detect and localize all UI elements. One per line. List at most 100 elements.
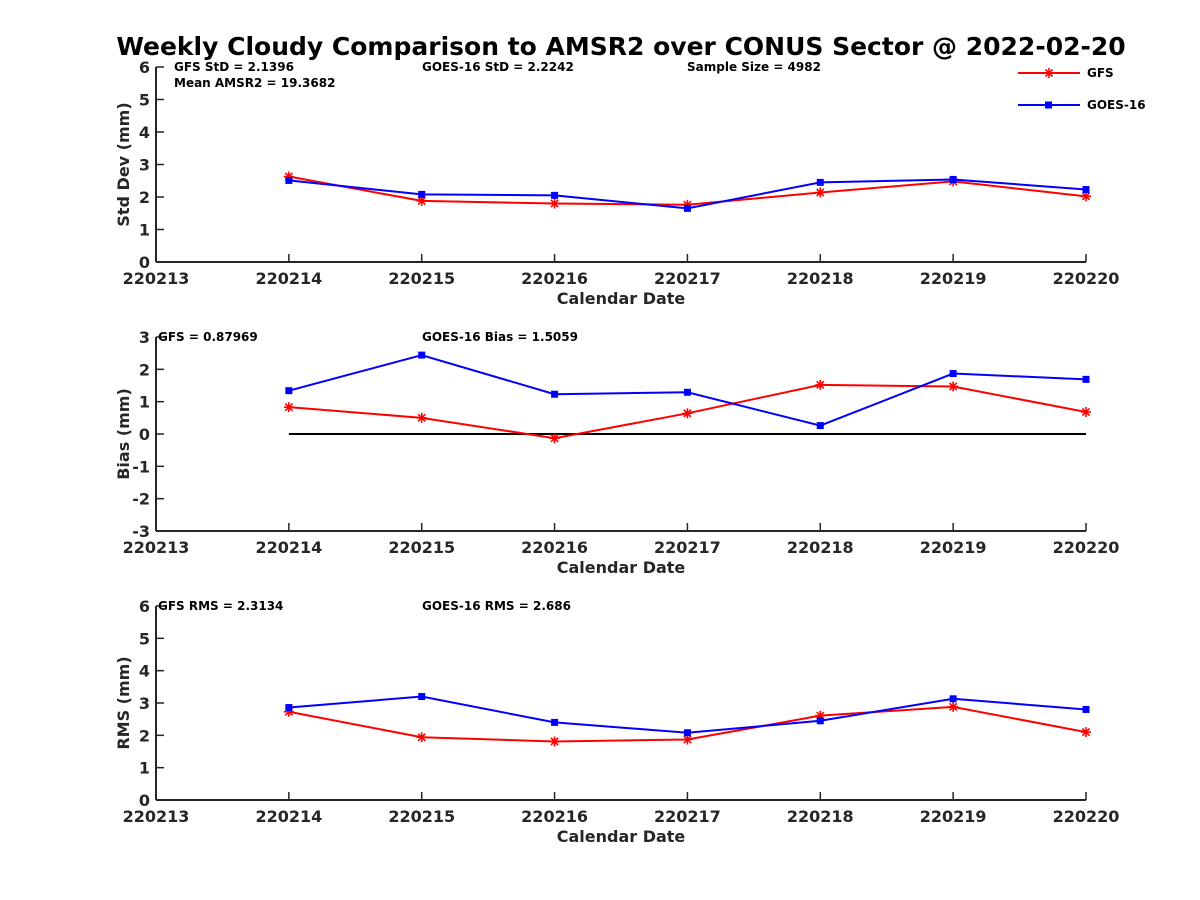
data-point xyxy=(549,736,560,747)
data-point xyxy=(815,187,826,198)
data-point xyxy=(1082,186,1090,194)
x-tick-label: 220215 xyxy=(388,538,455,557)
x-tick-label: 220220 xyxy=(1053,538,1120,557)
x-tick-label: 220217 xyxy=(654,807,721,826)
y-tick-label: 0 xyxy=(139,425,150,444)
y-tick-label: 0 xyxy=(139,253,150,272)
x-tick-label: 220214 xyxy=(255,538,322,557)
data-point xyxy=(683,388,691,396)
y-tick-label: 1 xyxy=(139,759,150,778)
x-tick-label: 220219 xyxy=(920,538,987,557)
stat-annotation: GFS = 0.87969 xyxy=(158,330,258,344)
y-tick-label: 6 xyxy=(139,597,150,616)
y-tick-label: -3 xyxy=(132,522,150,541)
data-point xyxy=(1082,705,1090,713)
y-axis-label: Bias (mm) xyxy=(114,388,133,480)
y-tick-label: 3 xyxy=(139,156,150,175)
data-point xyxy=(418,351,426,359)
data-point xyxy=(551,191,559,199)
data-point xyxy=(949,695,957,703)
y-tick-label: 6 xyxy=(139,58,150,77)
data-point xyxy=(551,390,559,398)
y-tick-label: 2 xyxy=(139,360,150,379)
y-axis-label: RMS (mm) xyxy=(114,656,133,749)
legend: GFS GOES-16 xyxy=(1018,66,1146,112)
x-tick-label: 220213 xyxy=(123,538,190,557)
stat-annotation: GOES-16 RMS = 2.686 xyxy=(422,599,571,613)
data-point xyxy=(285,704,293,712)
panel-rms: 0 1 2 3 4 5 6 220213 220214 220215 220216 220217 220… xyxy=(114,597,1119,846)
y-tick-label: 1 xyxy=(139,393,150,412)
y-tick-label: 5 xyxy=(139,629,150,648)
data-point xyxy=(416,412,427,423)
data-point xyxy=(1082,375,1090,383)
stat-annotation: Sample Size = 4982 xyxy=(687,60,821,74)
x-tick-label: 220217 xyxy=(654,269,721,288)
x-tick-label: 220219 xyxy=(920,269,987,288)
data-point xyxy=(418,190,426,198)
data-point xyxy=(948,701,959,712)
data-point xyxy=(815,379,826,390)
legend-goes16-label: GOES-16 xyxy=(1087,98,1146,112)
x-tick-label: 220218 xyxy=(787,269,854,288)
data-point xyxy=(549,433,560,444)
x-tick-label: 220217 xyxy=(654,538,721,557)
data-point xyxy=(816,717,824,725)
data-point xyxy=(1081,407,1091,418)
y-tick-label: 3 xyxy=(139,328,150,347)
y-tick-label: 4 xyxy=(139,123,150,142)
x-tick-label: 220213 xyxy=(123,807,190,826)
data-point xyxy=(683,204,691,212)
y-tick-label: -2 xyxy=(132,490,150,509)
x-axis-label: Calendar Date xyxy=(557,827,686,846)
legend-gfs-marker xyxy=(1044,68,1054,78)
data-point xyxy=(682,408,693,419)
x-tick-label: 220215 xyxy=(388,269,455,288)
data-point xyxy=(683,729,691,737)
data-point xyxy=(418,693,426,701)
data-point xyxy=(551,718,559,726)
y-tick-label: 3 xyxy=(139,694,150,713)
data-point xyxy=(549,198,560,209)
data-point xyxy=(1081,727,1091,738)
data-point xyxy=(948,381,959,392)
y-tick-label: 5 xyxy=(139,91,150,110)
x-tick-label: 220215 xyxy=(388,807,455,826)
series-goes-16 xyxy=(285,175,1090,212)
stat-annotation: GFS StD = 2.1396 xyxy=(174,60,294,74)
data-point xyxy=(949,370,957,378)
y-tick-label: 2 xyxy=(139,188,150,207)
x-tick-label: 220216 xyxy=(521,269,588,288)
data-point xyxy=(285,387,293,395)
legend-gfs-label: GFS xyxy=(1087,66,1114,80)
x-tick-label: 220214 xyxy=(255,269,322,288)
data-point xyxy=(283,402,294,413)
chart-title: Weekly Cloudy Comparison to AMSR2 over C… xyxy=(116,32,1125,61)
y-tick-label: 2 xyxy=(139,726,150,745)
legend-goes16-marker xyxy=(1045,101,1052,109)
stat-annotation: GFS RMS = 2.3134 xyxy=(158,599,283,613)
x-tick-label: 220220 xyxy=(1053,807,1120,826)
stat-annotation: Mean AMSR2 = 19.3682 xyxy=(174,76,335,90)
x-axis-label: Calendar Date xyxy=(557,558,686,577)
data-point xyxy=(416,732,427,743)
x-tick-label: 220214 xyxy=(255,807,322,826)
x-tick-label: 220218 xyxy=(787,538,854,557)
x-tick-label: 220216 xyxy=(521,807,588,826)
stat-annotation: GOES-16 Bias = 1.5059 xyxy=(422,330,578,344)
y-tick-label: 4 xyxy=(139,662,150,681)
series-gfs xyxy=(283,171,1091,210)
x-tick-label: 220218 xyxy=(787,807,854,826)
x-tick-label: 220213 xyxy=(123,269,190,288)
data-point xyxy=(816,178,824,186)
x-axis-label: Calendar Date xyxy=(557,289,686,308)
series-goes-16 xyxy=(285,351,1090,430)
data-point xyxy=(285,176,293,184)
y-tick-label: -1 xyxy=(132,457,150,476)
panel-stddev: 0 1 2 3 4 5 6 220213 220214 220215 220216 220217 220… xyxy=(114,58,1119,308)
stat-annotation: GOES-16 StD = 2.2242 xyxy=(422,60,574,74)
legend-gfs-asterisk xyxy=(1044,68,1054,78)
y-axis-label: Std Dev (mm) xyxy=(114,102,133,226)
x-tick-label: 220219 xyxy=(920,807,987,826)
series-goes-16 xyxy=(285,693,1090,737)
